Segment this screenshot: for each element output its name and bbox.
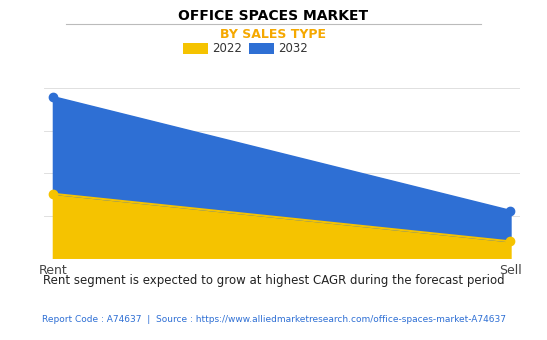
Text: 2022: 2022 — [212, 42, 242, 55]
Text: Report Code : A74637  |  Source : https://www.alliedmarketresearch.com/office-sp: Report Code : A74637 | Source : https://… — [42, 314, 505, 323]
Text: Rent segment is expected to grow at highest CAGR during the forecast period: Rent segment is expected to grow at high… — [43, 274, 504, 287]
Text: 2032: 2032 — [278, 42, 307, 55]
Text: BY SALES TYPE: BY SALES TYPE — [220, 28, 327, 41]
Text: OFFICE SPACES MARKET: OFFICE SPACES MARKET — [178, 8, 369, 22]
